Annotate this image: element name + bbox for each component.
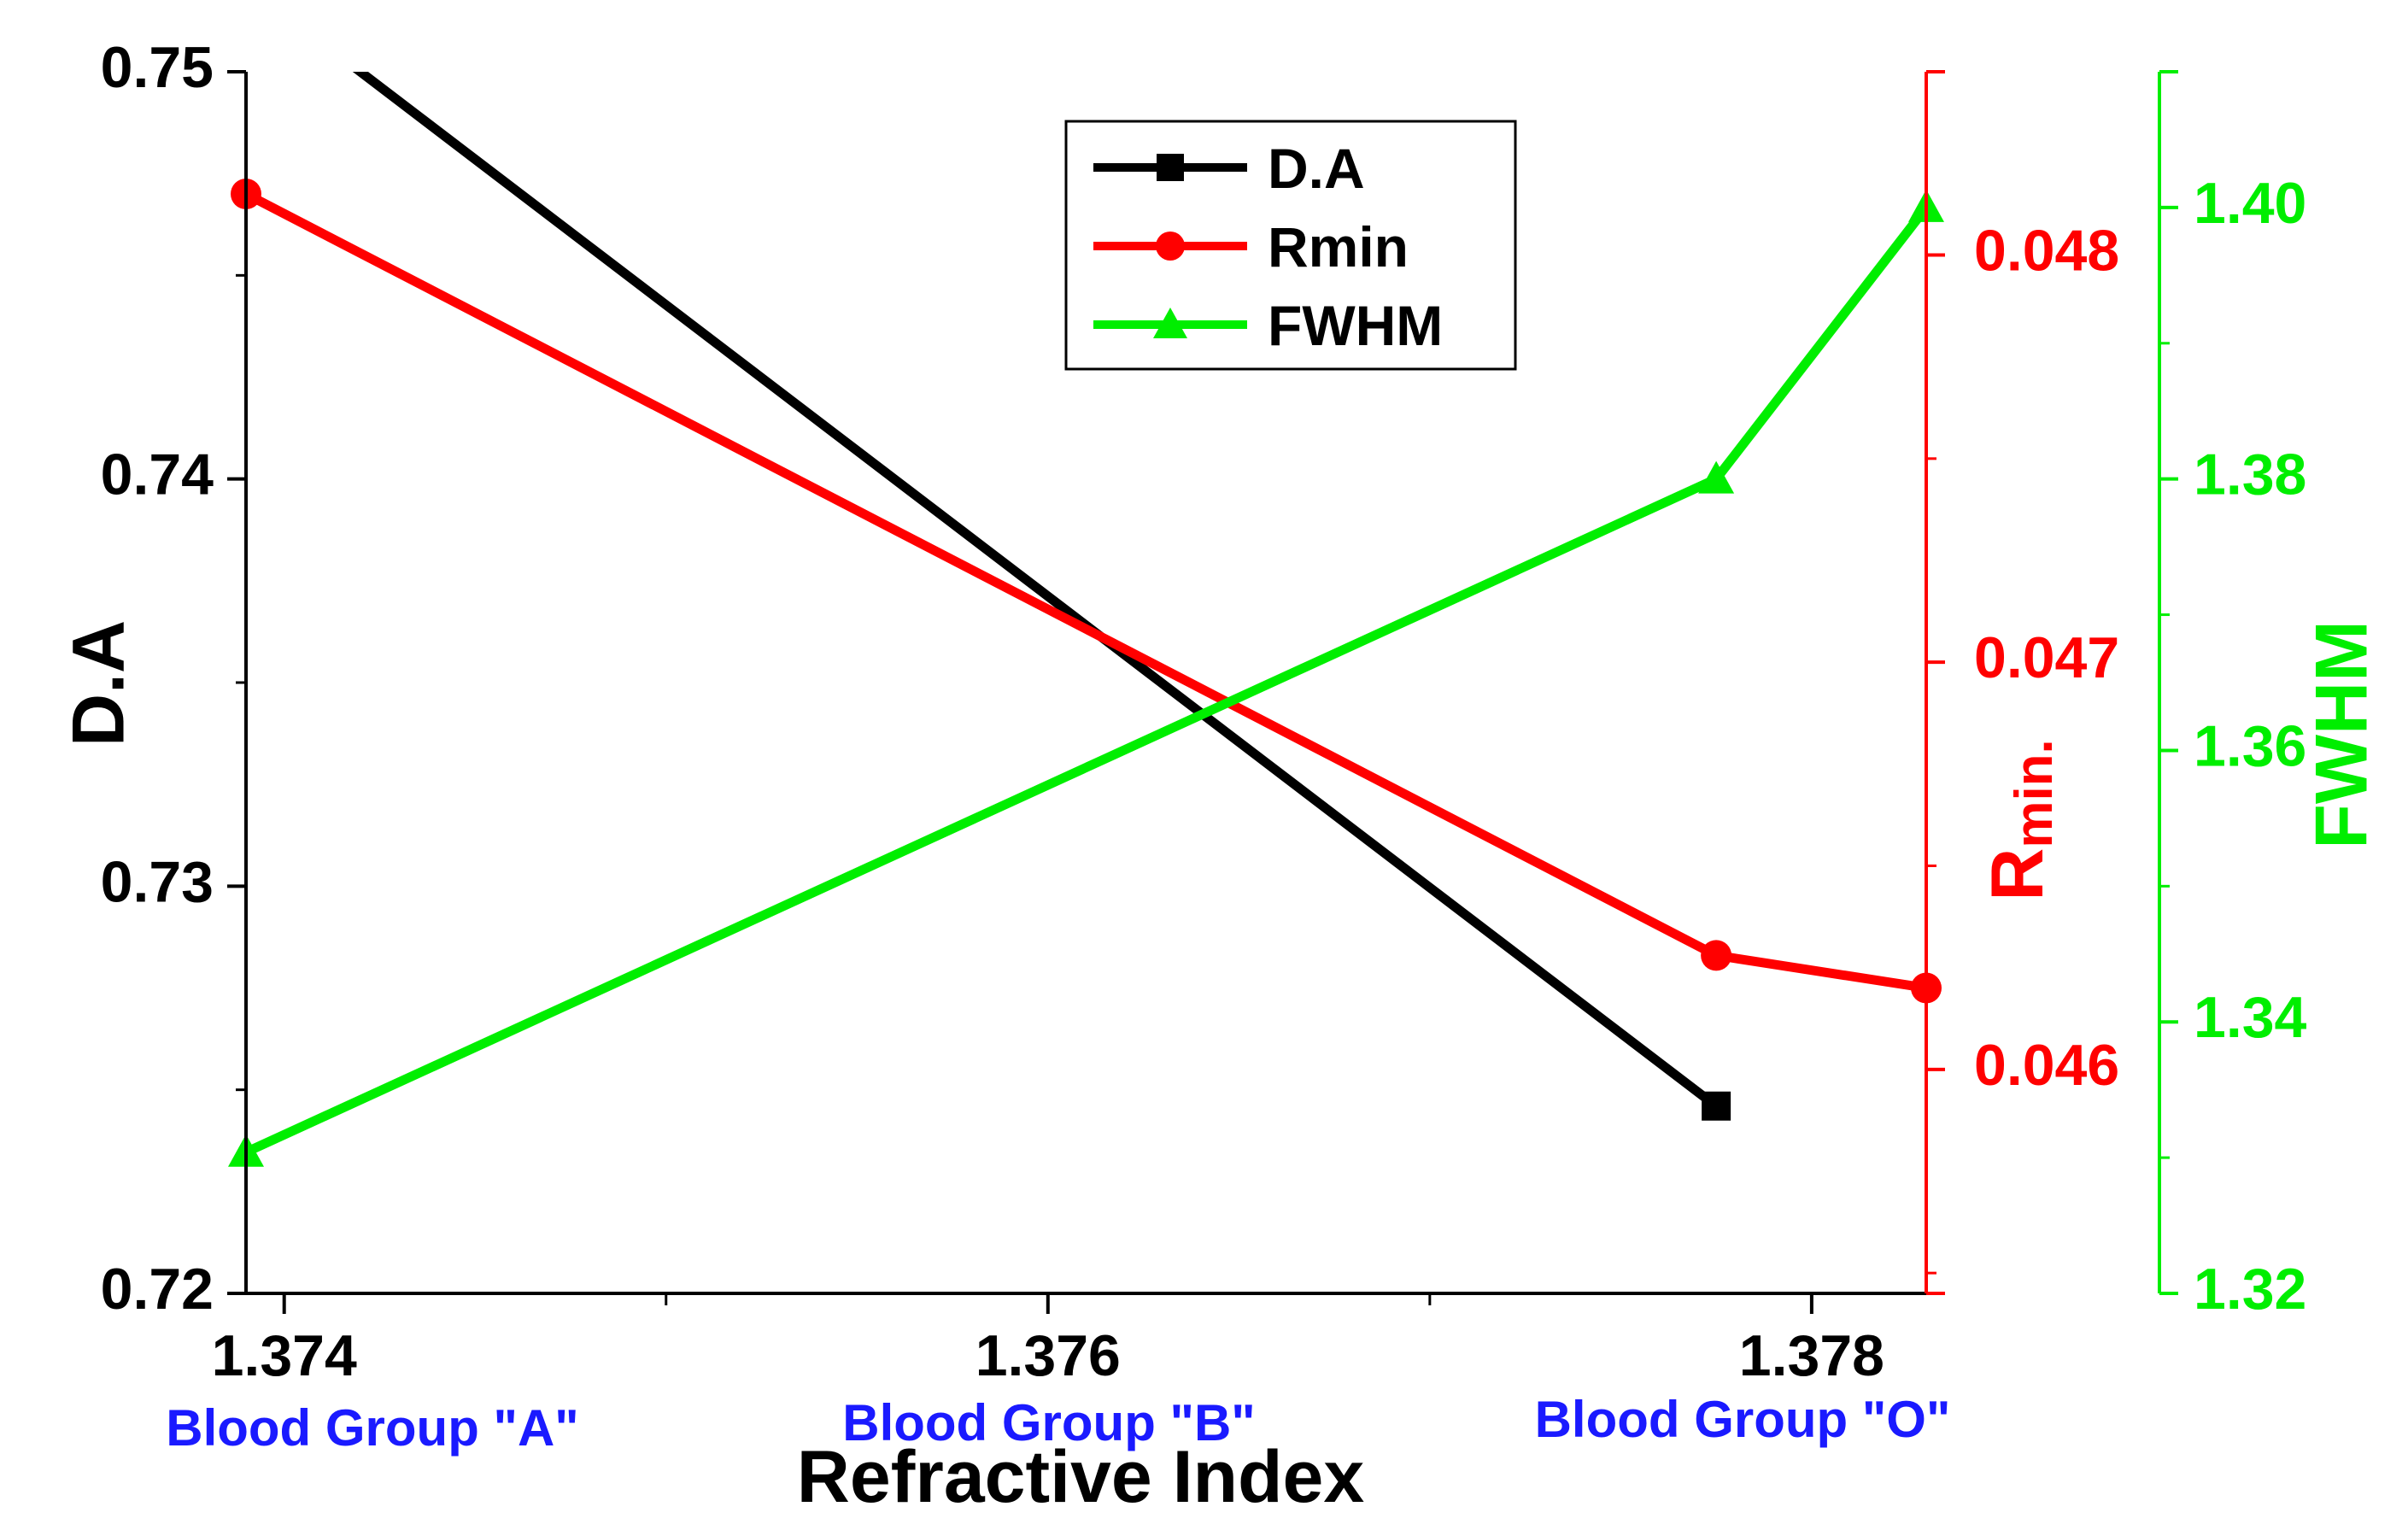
legend-marker-fwhm [1153, 308, 1187, 338]
y-fwhm-tick-label-3: 1.38 [2194, 443, 2306, 507]
x-tick-label-2: 1.378 [1739, 1323, 1884, 1388]
point-fwhm-1 [1698, 460, 1735, 494]
y-rmin-tick-label-2: 0.048 [1974, 218, 2119, 283]
legend-entry-fwhm: FWHM [1093, 294, 1443, 357]
axes-layer: 0.72 0.73 0.74 0.75 1.374 1.376 1.378 0.046 0.04… [101, 35, 2307, 1388]
y-fwhm-tick-label-1: 1.34 [2194, 985, 2307, 1050]
y-rmin-tick-label-1: 0.047 [1974, 625, 2119, 690]
y-fwhm-tick-label-2: 1.36 [2194, 713, 2306, 778]
y-axis-title-left: D.A [58, 620, 140, 747]
legend: D.A Rmin FWHM [1064, 120, 1517, 371]
legend-entry-rmin: Rmin [1093, 215, 1409, 278]
group-label-o: Blood Group "O" [1535, 1391, 1951, 1448]
y-left-tick-label-2: 0.74 [101, 443, 214, 507]
y-axis-title-fwhm: FWHM [2301, 620, 2383, 848]
y-fwhm-tick-label-4: 1.40 [2194, 171, 2306, 236]
x-tick-label-0: 1.374 [212, 1323, 357, 1388]
y-left-tick-label-3: 0.75 [101, 35, 214, 100]
legend-label-rmin: Rmin [1268, 215, 1409, 278]
y-fwhm-tick-label-0: 1.32 [2194, 1257, 2306, 1322]
y-left-tick-label-0: 0.72 [101, 1257, 214, 1322]
group-label-b: Blood Group "B" [842, 1394, 1256, 1451]
point-rmin-1 [1701, 940, 1732, 971]
y-axis-title-rmin: Rmin. [1977, 739, 2065, 901]
legend-marker-rmin [1156, 232, 1185, 261]
y-left-tick-label-1: 0.73 [101, 849, 214, 914]
x-axis-title: Refractive Index [797, 1436, 1365, 1518]
legend-marker-da [1157, 154, 1184, 181]
x-tick-label-1: 1.376 [976, 1323, 1121, 1388]
point-da-1 [1702, 1091, 1731, 1121]
series-line-da [352, 72, 1720, 1111]
rmin-title-sub: min. [2005, 739, 2064, 847]
legend-entry-da: D.A [1093, 137, 1365, 200]
y-rmin-tick-label-0: 0.046 [1974, 1033, 2119, 1098]
group-label-a: Blood Group "A" [166, 1399, 579, 1457]
legend-label-da: D.A [1268, 137, 1365, 200]
rmin-title-main: R [1977, 848, 2059, 901]
legend-label-fwhm: FWHM [1268, 294, 1443, 357]
